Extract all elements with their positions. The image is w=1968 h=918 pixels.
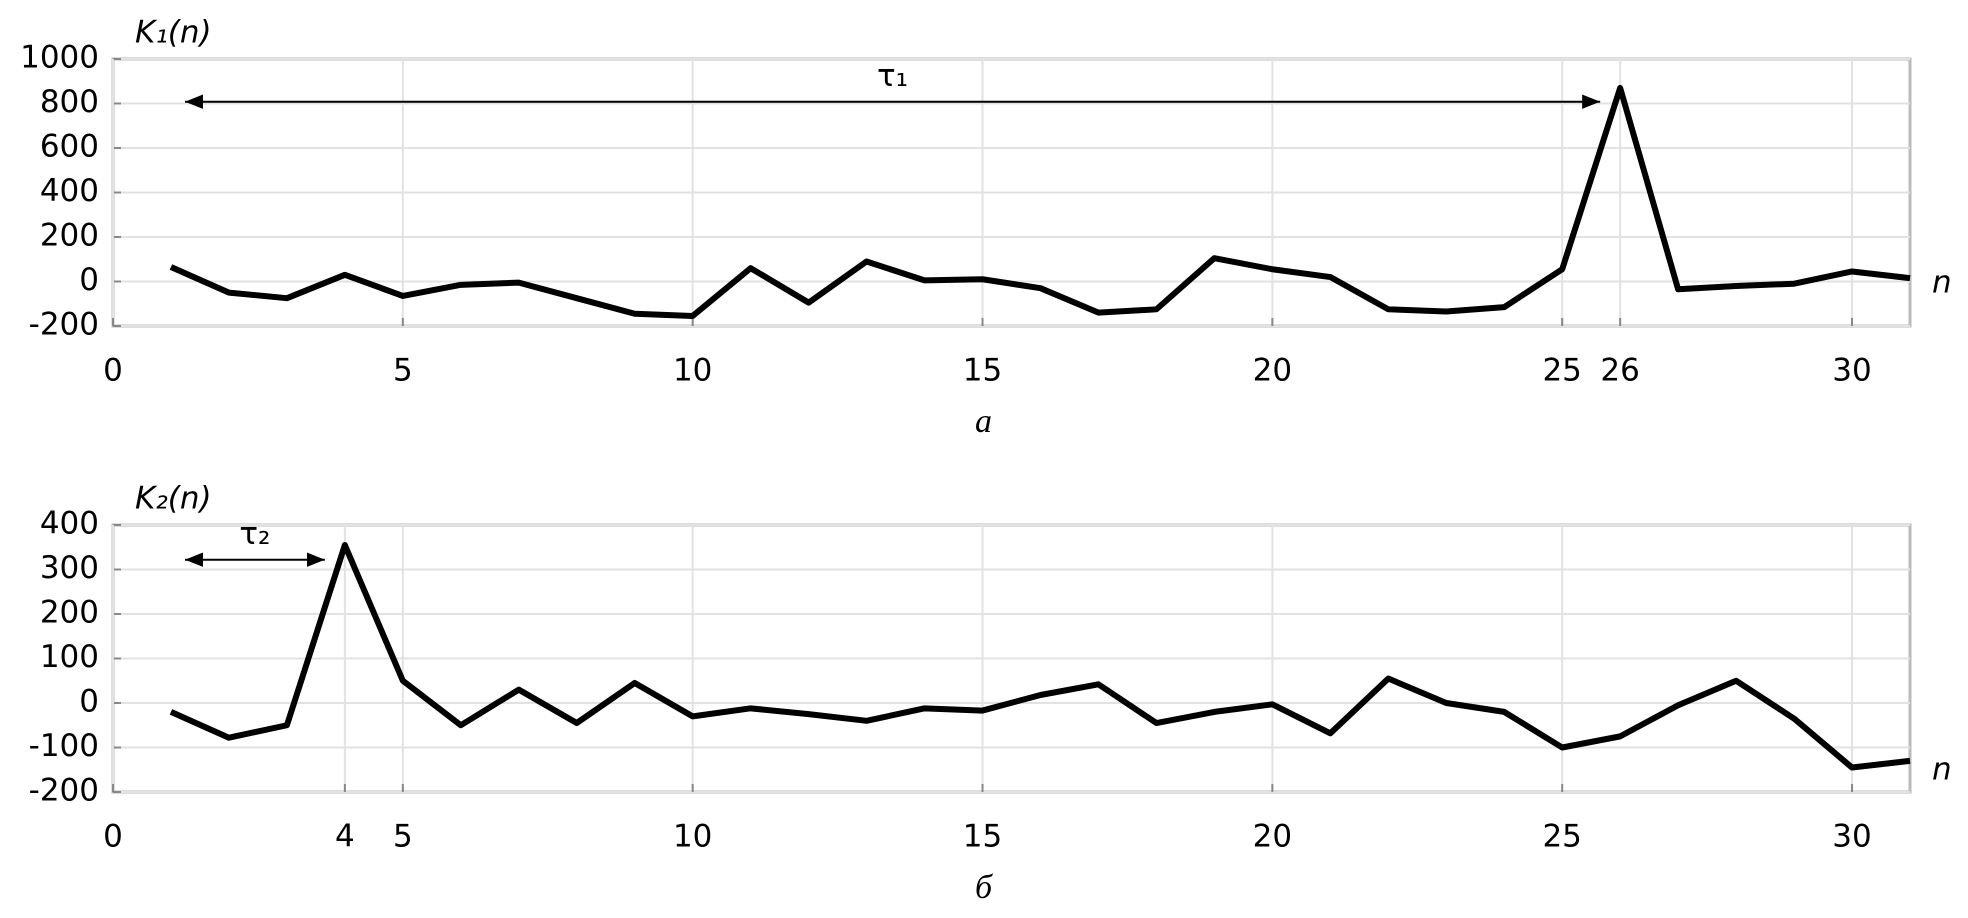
caption: а: [975, 403, 992, 440]
y-tick-label: -200: [29, 773, 99, 809]
y-tick-label: 200: [40, 218, 99, 254]
x-tick-label: 20: [1253, 353, 1292, 389]
annotation: τ₁: [877, 58, 908, 94]
x-tick-label: 15: [963, 353, 1002, 389]
y-tick-label: -200: [29, 307, 99, 343]
x-tick-label: 15: [963, 819, 1002, 855]
x-tick-label: 10: [673, 819, 712, 855]
x-tick-label: 30: [1832, 819, 1871, 855]
x-tick-label: 26: [1600, 353, 1639, 389]
y-tick-label: 300: [40, 550, 99, 586]
x-tick-label: 0: [103, 353, 123, 389]
data-line: [169, 84, 1911, 319]
y-tick-label: 0: [79, 262, 99, 298]
x-tick-label: 25: [1542, 819, 1581, 855]
caption: б: [975, 869, 994, 906]
y-axis-label: K₁(n): [135, 15, 212, 51]
x-tick-label: 4: [335, 819, 355, 855]
x-tick-label: 0: [103, 819, 123, 855]
x-tick-label: 5: [393, 353, 413, 389]
x-tick-label: 20: [1253, 819, 1292, 855]
y-axis-label: K₂(n): [135, 481, 212, 517]
y-tick-label: 400: [40, 506, 99, 542]
x-tick-label: 25: [1542, 353, 1581, 389]
x-tick-label: 10: [673, 353, 712, 389]
y-tick-label: 400: [40, 173, 99, 209]
y-tick-label: 600: [40, 129, 99, 165]
x-axis-label: n: [1932, 265, 1952, 301]
y-tick-label: -100: [29, 728, 99, 764]
y-tick-label: 0: [79, 684, 99, 720]
x-axis-label: n: [1932, 751, 1952, 787]
data-line: [169, 542, 1911, 771]
y-tick-label: 100: [40, 639, 99, 675]
annotation: τ₂: [239, 516, 270, 552]
y-tick-label: 1000: [20, 40, 99, 76]
y-tick-label: 800: [40, 84, 99, 120]
x-tick-label: 5: [393, 819, 413, 855]
x-tick-label: 30: [1832, 353, 1871, 389]
y-tick-label: 200: [40, 595, 99, 631]
